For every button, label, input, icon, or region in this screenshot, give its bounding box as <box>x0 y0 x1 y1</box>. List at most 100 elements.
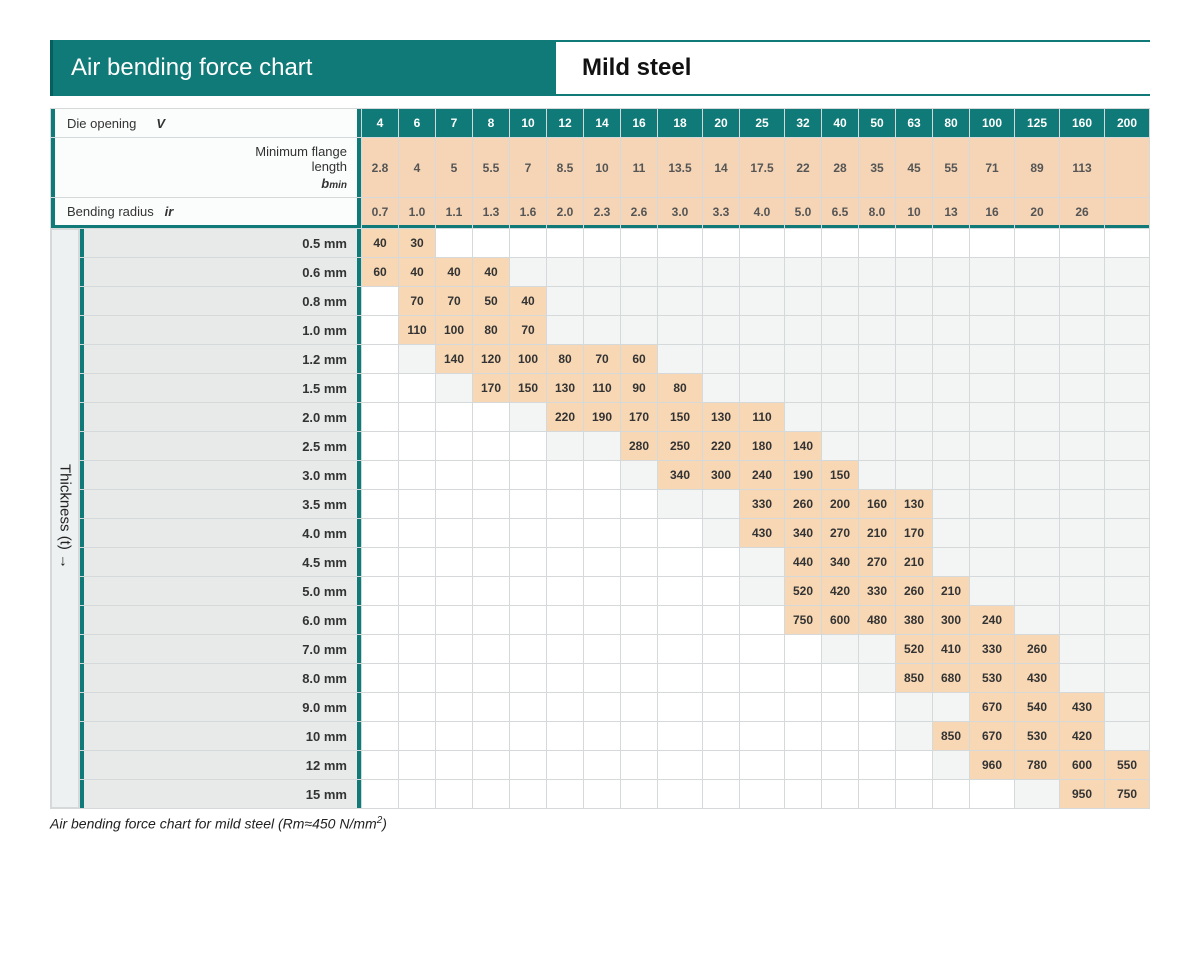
cell-11-13: 270 <box>859 548 895 576</box>
cell-8-1 <box>399 461 435 489</box>
cell-5-3: 170 <box>473 374 509 402</box>
cell-15-19 <box>1105 664 1149 692</box>
cell-19-4 <box>510 780 546 808</box>
cell-14-0 <box>362 635 398 663</box>
cell-13-8 <box>658 606 702 634</box>
radius-17: 20 <box>1015 198 1059 228</box>
cell-0-10 <box>740 229 784 257</box>
flange-4: 7 <box>510 138 546 197</box>
radius-19 <box>1105 198 1149 228</box>
cell-2-13 <box>859 287 895 315</box>
cell-6-17 <box>1015 403 1059 431</box>
cell-7-2 <box>436 432 472 460</box>
cell-17-0 <box>362 722 398 750</box>
cell-11-3 <box>473 548 509 576</box>
force-table: Die openingV4678101214161820253240506380… <box>50 108 1150 809</box>
cell-19-19: 750 <box>1105 780 1149 808</box>
cell-8-3 <box>473 461 509 489</box>
cell-13-16: 240 <box>970 606 1014 634</box>
radius-14: 10 <box>896 198 932 228</box>
radius-15: 13 <box>933 198 969 228</box>
cell-12-14: 260 <box>896 577 932 605</box>
cell-15-9 <box>703 664 739 692</box>
cell-13-13: 480 <box>859 606 895 634</box>
cell-1-4 <box>510 258 546 286</box>
cell-11-18 <box>1060 548 1104 576</box>
cell-5-4: 150 <box>510 374 546 402</box>
row-8.0mm: 8.0 mm850680530430 <box>51 664 1149 692</box>
flange-17: 89 <box>1015 138 1059 197</box>
cell-19-1 <box>399 780 435 808</box>
cell-3-13 <box>859 316 895 344</box>
cell-18-8 <box>658 751 702 779</box>
cell-14-2 <box>436 635 472 663</box>
cell-12-1 <box>399 577 435 605</box>
radius-8: 3.0 <box>658 198 702 228</box>
cell-7-19 <box>1105 432 1149 460</box>
cell-0-3 <box>473 229 509 257</box>
cell-2-16 <box>970 287 1014 315</box>
cell-6-10: 110 <box>740 403 784 431</box>
cell-16-18: 430 <box>1060 693 1104 721</box>
flange-15: 55 <box>933 138 969 197</box>
cell-0-0: 40 <box>362 229 398 257</box>
cell-7-6 <box>584 432 620 460</box>
cell-13-7 <box>621 606 657 634</box>
cell-16-10 <box>740 693 784 721</box>
cell-13-10 <box>740 606 784 634</box>
cell-8-13 <box>859 461 895 489</box>
radius-10: 4.0 <box>740 198 784 228</box>
cell-17-3 <box>473 722 509 750</box>
cell-17-7 <box>621 722 657 750</box>
cell-11-17 <box>1015 548 1059 576</box>
radius-4: 1.6 <box>510 198 546 228</box>
cell-8-17 <box>1015 461 1059 489</box>
cell-1-16 <box>970 258 1014 286</box>
cell-8-11: 190 <box>785 461 821 489</box>
cell-11-14: 210 <box>896 548 932 576</box>
cell-14-8 <box>658 635 702 663</box>
cell-3-12 <box>822 316 858 344</box>
cell-12-19 <box>1105 577 1149 605</box>
cell-11-5 <box>547 548 583 576</box>
cell-19-13 <box>859 780 895 808</box>
cell-19-9 <box>703 780 739 808</box>
radius-1: 1.0 <box>399 198 435 228</box>
cell-0-15 <box>933 229 969 257</box>
cell-6-7: 170 <box>621 403 657 431</box>
cell-11-12: 340 <box>822 548 858 576</box>
cell-4-1 <box>399 345 435 373</box>
radius-row: Bending radius ir0.71.01.11.31.62.02.32.… <box>51 198 1149 228</box>
cell-2-9 <box>703 287 739 315</box>
cell-9-2 <box>436 490 472 518</box>
cell-18-9 <box>703 751 739 779</box>
die-col-10: 25 <box>740 109 784 137</box>
cell-9-15 <box>933 490 969 518</box>
cell-6-12 <box>822 403 858 431</box>
cell-19-12 <box>822 780 858 808</box>
cell-2-3: 50 <box>473 287 509 315</box>
cell-6-5: 220 <box>547 403 583 431</box>
cell-17-9 <box>703 722 739 750</box>
cell-2-1: 70 <box>399 287 435 315</box>
cell-17-11 <box>785 722 821 750</box>
cell-2-7 <box>621 287 657 315</box>
cell-18-16: 960 <box>970 751 1014 779</box>
flange-label: Minimum flangelengthbmin <box>51 138 361 197</box>
cell-2-4: 40 <box>510 287 546 315</box>
cell-12-4 <box>510 577 546 605</box>
cell-11-9 <box>703 548 739 576</box>
cell-4-4: 100 <box>510 345 546 373</box>
cell-16-15 <box>933 693 969 721</box>
thickness-axis-label: Thickness (t) → <box>51 229 79 808</box>
cell-2-6 <box>584 287 620 315</box>
cell-17-5 <box>547 722 583 750</box>
flange-7: 11 <box>621 138 657 197</box>
cell-13-18 <box>1060 606 1104 634</box>
cell-18-4 <box>510 751 546 779</box>
thickness-0.5mm: 0.5 mm <box>80 229 361 257</box>
cell-15-14: 850 <box>896 664 932 692</box>
thickness-5.0mm: 5.0 mm <box>80 577 361 605</box>
cell-2-14 <box>896 287 932 315</box>
cell-4-10 <box>740 345 784 373</box>
